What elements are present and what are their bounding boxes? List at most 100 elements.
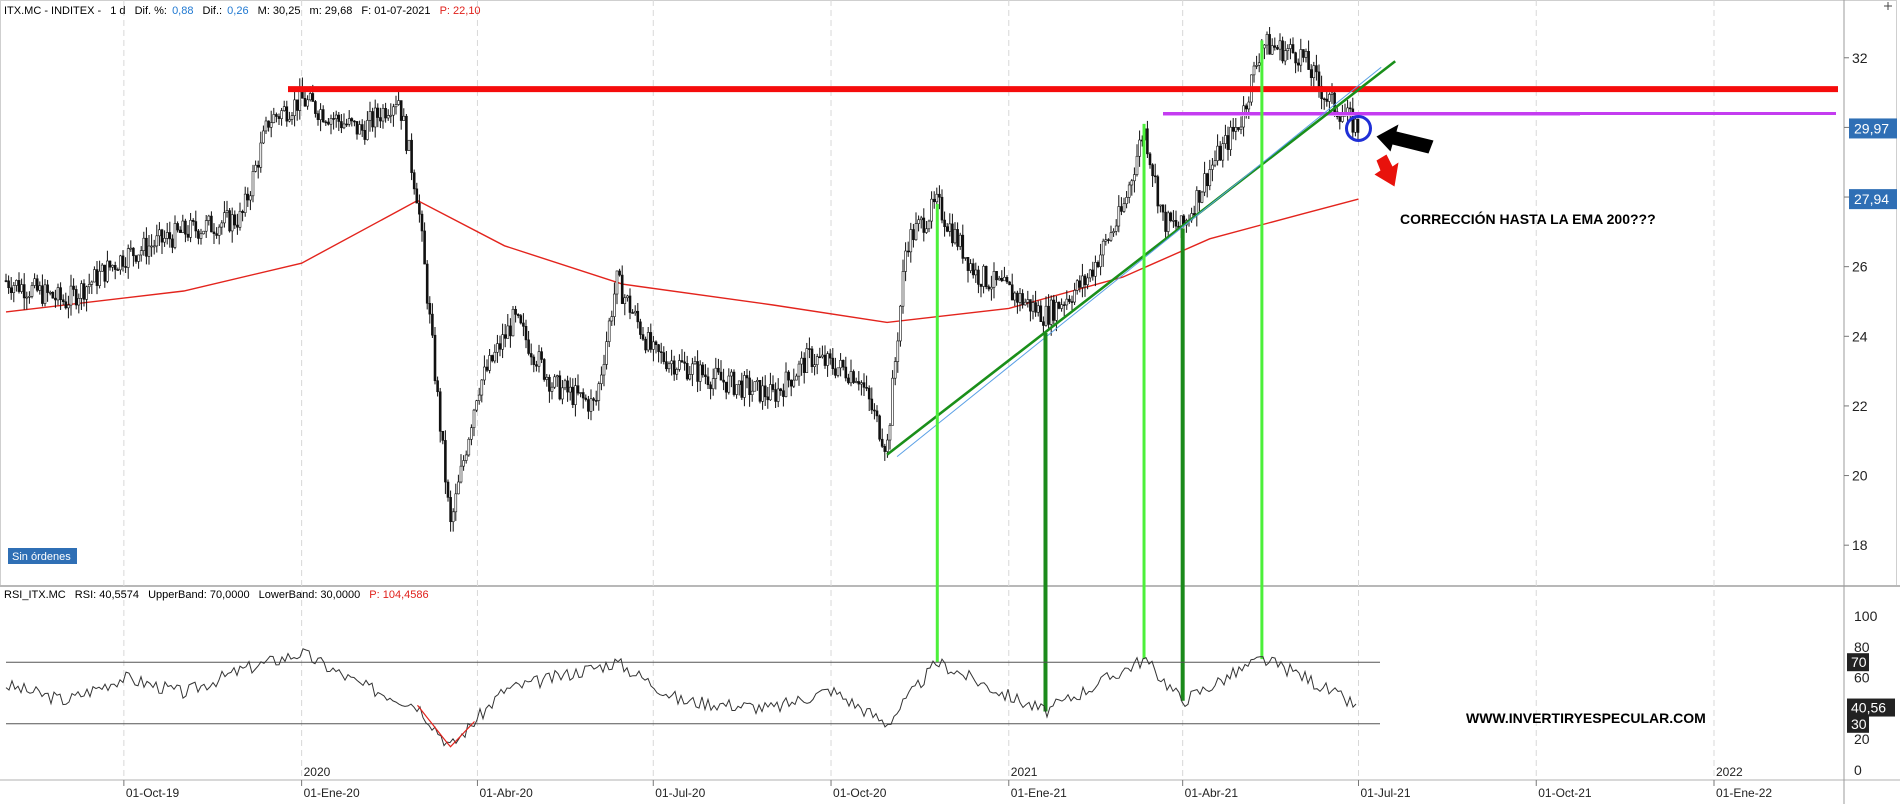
candle-body [667,363,671,370]
candle-body [379,117,382,122]
candle-body [485,366,489,371]
candle-body [350,118,354,122]
candle-body [1091,269,1095,277]
candle-body [1231,126,1235,132]
x-tick-label: 01-Ene-22 [1716,786,1772,800]
candle-body [527,339,530,354]
candle-body [262,130,265,144]
rsi-oversold-segment [417,704,475,748]
candle-body [795,375,798,381]
candle-body [865,387,868,389]
candle-body [925,228,928,233]
candle-body [85,286,88,300]
candle-body [394,104,398,108]
candle-body [966,257,970,271]
candle-body [1237,127,1240,130]
candle-body [836,367,840,376]
candle-body [574,385,577,405]
candle-body [15,280,18,286]
candle-body [384,108,387,119]
candle-body [386,115,390,119]
candle-body [233,214,237,226]
header-symbol: ITX.MC - INDITEX - [4,5,102,17]
candle-body [113,264,117,270]
candle-body [662,352,666,362]
candle-body [1096,262,1100,268]
candle-body [893,361,897,379]
candle-body [74,289,78,306]
candle-body [470,427,473,440]
candle-body [1330,92,1334,95]
candle-body [1283,50,1287,62]
candle-body [548,376,551,392]
candle-body [275,114,278,117]
candle-body [129,247,133,250]
candle-body [940,196,944,221]
candle-body [1016,292,1019,303]
candle-body [628,295,632,313]
candle-body [1226,135,1230,150]
candle-body [977,269,980,285]
candle-body [626,295,629,299]
candle-body [657,344,660,352]
candle-body [646,332,650,351]
candle-body [1325,98,1329,102]
candle-body [1042,321,1045,326]
candle-body [311,93,315,102]
candle-body [1109,232,1113,241]
candle-body [116,269,120,271]
candle-body [1198,190,1201,203]
candle-body [818,356,822,359]
candle-body [184,220,187,235]
candle-body [38,285,42,291]
candle-body [165,232,169,239]
orders-badge[interactable]: Sin órdenes [8,548,77,564]
rsi-header: RSI_ITX.MC RSI: 40,5574 UpperBand: 70,00… [4,589,429,601]
candle-body [506,325,510,339]
candle-body [610,316,614,322]
candle-body [441,430,445,441]
candle-body [922,217,926,233]
x-tick-label: 01-Oct-20 [833,786,887,800]
candle-body [1309,69,1313,79]
candle-body [665,361,668,370]
candle-body [964,257,967,259]
candle-body [397,100,400,105]
candle-body [163,238,166,243]
candle-body [1265,34,1269,46]
candle-body [997,277,1001,281]
candle-body [82,283,86,300]
candle-body [428,302,432,315]
candle-body [1068,298,1071,302]
rsi-upper: UpperBand: 70,0000 [148,589,250,601]
candle-body [1026,299,1030,303]
candle-body [945,226,949,232]
candle-body [1138,139,1141,157]
candle-body [1112,231,1115,234]
candle-body [1229,126,1232,150]
candle-body [48,291,52,294]
candle-body [969,263,972,271]
candle-body [407,139,411,151]
candle-body [389,114,393,117]
candle-body [282,106,286,111]
candle-body [1257,62,1261,66]
header-dif-value: 0,26 [227,5,248,17]
candle-body [1065,298,1069,306]
candle-body [150,245,153,248]
candle-body [943,219,946,227]
candle-body [1192,213,1196,216]
candle-body [537,351,541,367]
candle-body [769,384,772,401]
scroll-icon[interactable] [1884,2,1892,10]
x-tick-label: 01-Jul-20 [655,786,705,800]
candle-body [173,223,177,248]
candle-body [1221,143,1225,161]
candle-body [982,265,985,287]
candle-body [961,234,965,259]
candle-body [256,164,260,168]
candle-body [563,380,567,389]
candle-body [1044,305,1048,326]
candle-body [1203,173,1206,193]
candle-body [332,118,335,120]
